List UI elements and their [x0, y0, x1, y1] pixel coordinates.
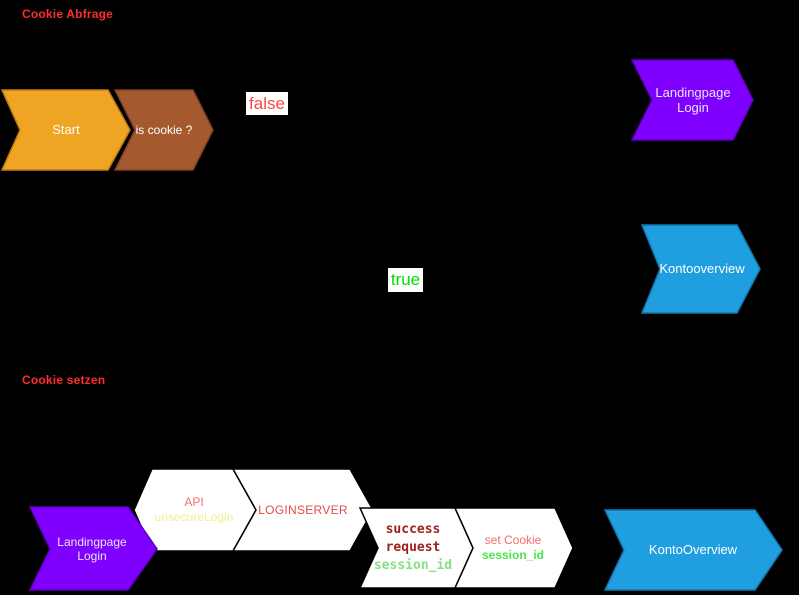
- node-shape-landingpage-login-top[interactable]: [630, 59, 754, 141]
- node-shape-kontooverview-bottom[interactable]: [603, 509, 783, 591]
- node-shape-kontooverview[interactable]: [640, 224, 761, 314]
- node-shape-set-cookie[interactable]: [453, 507, 574, 589]
- node-shape-api[interactable]: [133, 468, 257, 552]
- node-shape-loginserver[interactable]: [231, 468, 374, 552]
- section-label-cookie-setzen: Cookie setzen: [22, 373, 106, 387]
- section-label-cookie-abfrage: Cookie Abfrage: [22, 7, 114, 21]
- node-shape-is-cookie[interactable]: [113, 89, 214, 171]
- edge-label-true[interactable]: true: [388, 268, 423, 292]
- node-shape-landingpage-login-bottom[interactable]: [28, 506, 158, 591]
- edge-label-false[interactable]: false: [246, 92, 288, 115]
- node-shape-success-request[interactable]: [358, 507, 474, 589]
- node-shape-start[interactable]: [0, 89, 131, 171]
